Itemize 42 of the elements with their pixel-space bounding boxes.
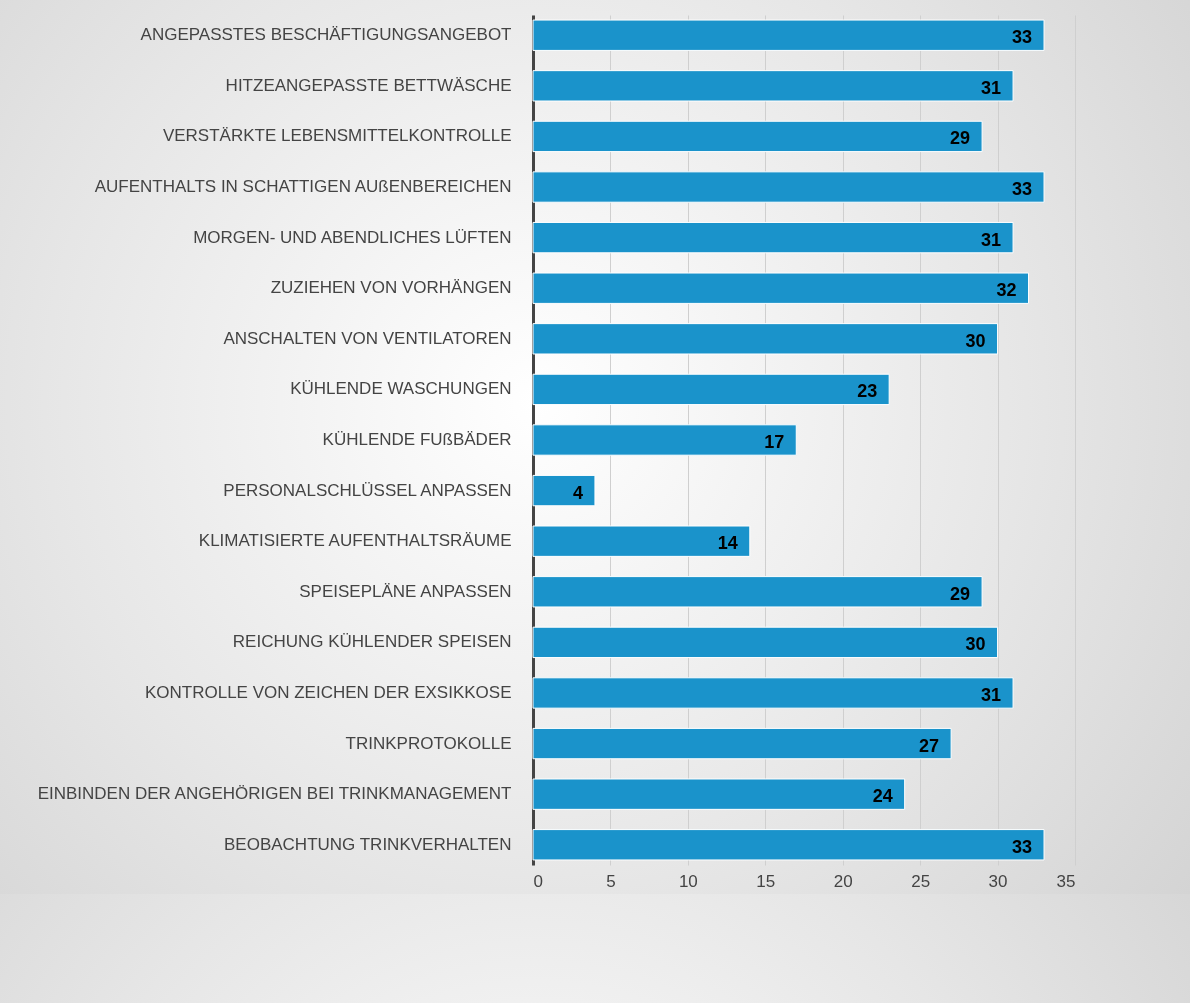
y-tick-label: ANSCHALTEN VON VENTILATOREN — [223, 328, 512, 348]
data-label: 33 — [1012, 179, 1033, 200]
x-tick-label: 10 — [678, 871, 698, 891]
data-label: 32 — [996, 280, 1017, 301]
y-tick-label: ZUZIEHEN VON VORHÄNGEN — [270, 278, 512, 298]
data-label: 30 — [965, 634, 986, 655]
y-tick-label: MORGEN- UND ABENDLICHES LÜFTEN — [193, 227, 512, 247]
data-label: 30 — [965, 330, 986, 351]
data-label: 33 — [1012, 27, 1033, 48]
y-tick-label: REICHUNG KÜHLENDER SPEISEN — [232, 632, 512, 652]
data-label: 17 — [764, 432, 785, 452]
y-tick-label: KÜHLENDE WASCHUNGEN — [290, 379, 512, 399]
y-tick-label: KÜHLENDE FUßBÄDER — [322, 430, 512, 449]
y-tick-label: HITZEANGEPASSTE BETTWÄSCHE — [225, 75, 512, 95]
data-label: 29 — [950, 128, 971, 149]
x-tick-label: 25 — [911, 871, 931, 891]
y-tick-label: SPEISEPLÄNE ANPASSEN — [299, 581, 512, 601]
x-tick-label: 20 — [833, 871, 853, 891]
data-label: 24 — [872, 786, 893, 807]
x-tick-label: 30 — [988, 871, 1008, 891]
x-tick-label: 0 — [533, 871, 543, 891]
data-label: 29 — [950, 583, 971, 604]
data-label: 27 — [919, 735, 940, 756]
x-tick-label: 15 — [756, 871, 776, 891]
y-tick-label: ANGEPASSTES BESCHÄFTIGUNGSANGEBOT — [140, 25, 512, 45]
data-label: 31 — [981, 684, 1002, 705]
data-label: 4 — [572, 482, 583, 503]
y-tick-label: KLIMATISIERTE AUFENTHALTSRÄUME — [198, 531, 512, 551]
data-label: 14 — [717, 533, 738, 554]
data-label: 31 — [981, 229, 1002, 250]
y-tick-label: TRINKPROTOKOLLE — [345, 733, 512, 753]
y-tick-label: EINBINDEN DER ANGEHÖRIGEN BEI TRINKMANAGEMENT — [37, 784, 512, 804]
y-tick-label: BEOBACHTUNG TRINKVERHALTEN — [224, 834, 512, 854]
data-label: 23 — [857, 381, 878, 402]
data-label: 33 — [1012, 836, 1033, 857]
y-tick-label: VERSTÄRKTE LEBENSMITTELKONTROLLE — [162, 126, 512, 146]
y-tick-label: AUFENTHALTS IN SCHATTIGEN AUßENBEREICHEN — [94, 177, 512, 197]
y-tick-label: PERSONALSCHLÜSSEL ANPASSEN — [223, 480, 512, 500]
x-tick-label: 5 — [606, 871, 616, 891]
x-tick-label: 35 — [1056, 871, 1076, 891]
y-tick-label: KONTROLLE VON ZEICHEN DER EXSIKKOSE — [144, 682, 512, 702]
data-label: 31 — [981, 77, 1002, 98]
